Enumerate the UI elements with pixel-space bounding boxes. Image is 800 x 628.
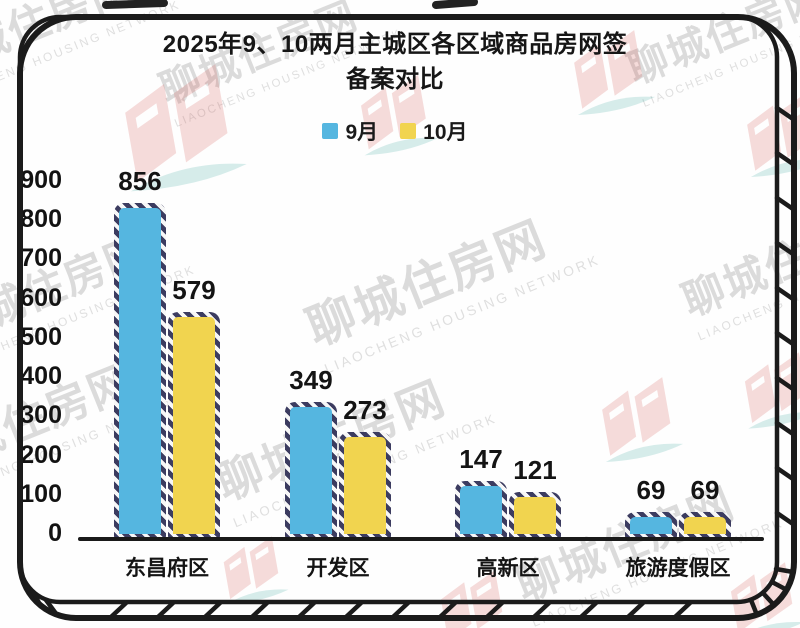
chart-title-line2: 备案对比 bbox=[346, 66, 444, 93]
bar-fill bbox=[119, 208, 161, 534]
bar-fill bbox=[173, 317, 215, 534]
bar-10月-高新区: 121 bbox=[509, 455, 561, 539]
bar-fill bbox=[344, 437, 386, 534]
x-axis-label-东昌府区: 东昌府区 bbox=[125, 557, 209, 580]
bar-9月-旅游度假区: 69 bbox=[625, 475, 677, 539]
bar-fill bbox=[514, 497, 556, 534]
y-tick-800: 800 bbox=[20, 205, 62, 233]
bar-group-东昌府区: 856 579 bbox=[114, 166, 220, 539]
x-axis-label-旅游度假区: 旅游度假区 bbox=[625, 557, 731, 580]
y-tick-600: 600 bbox=[20, 284, 62, 312]
bar-group-旅游度假区: 69 69 bbox=[625, 475, 731, 539]
legend-label: 10月 bbox=[423, 121, 468, 144]
bar-10月-旅游度假区: 69 bbox=[679, 475, 731, 539]
bar-10月-开发区: 273 bbox=[339, 395, 391, 539]
x-axis-label-开发区: 开发区 bbox=[306, 557, 370, 580]
y-axis: 900 800 700 600 500 400 300 200 100 0 bbox=[0, 0, 62, 628]
x-axis-line bbox=[78, 537, 764, 541]
y-tick-700: 700 bbox=[20, 244, 62, 272]
legend-swatch bbox=[400, 123, 417, 139]
legend-item-10月: 10月 bbox=[400, 116, 468, 146]
bar-9月-开发区: 349 bbox=[285, 365, 337, 539]
legend-label: 9月 bbox=[345, 121, 379, 144]
bar-value-label: 121 bbox=[513, 455, 557, 485]
bar-value-label: 147 bbox=[459, 444, 503, 474]
bar-value-label: 273 bbox=[343, 395, 387, 425]
y-tick-300: 300 bbox=[20, 401, 62, 429]
bar-value-label: 69 bbox=[690, 475, 720, 505]
x-axis-label-高新区: 高新区 bbox=[476, 557, 540, 580]
plot-area: 856 579 349 273 147 121 69 69 bbox=[80, 166, 780, 539]
legend: 9月 10月 bbox=[0, 116, 790, 146]
watermark-logo bbox=[212, 533, 296, 620]
bar-fill bbox=[630, 517, 672, 534]
y-tick-0: 0 bbox=[48, 519, 62, 547]
bar-value-label: 349 bbox=[289, 365, 333, 395]
housing-network-logo-icon bbox=[223, 536, 289, 605]
chart-title: 2025年9、10两月主城区各区域商品房网签 备案对比 bbox=[45, 27, 745, 97]
bar-group-高新区: 147 121 bbox=[455, 444, 561, 539]
bar-fill bbox=[460, 486, 502, 534]
bar-group-开发区: 349 273 bbox=[285, 365, 391, 539]
y-tick-100: 100 bbox=[20, 480, 62, 508]
legend-swatch bbox=[322, 123, 339, 139]
bar-fill bbox=[684, 517, 726, 534]
bar-9月-东昌府区: 856 bbox=[114, 166, 166, 539]
legend-item-9月: 9月 bbox=[322, 116, 378, 146]
y-tick-500: 500 bbox=[20, 323, 62, 351]
chart-title-line1: 2025年9、10两月主城区各区域商品房网签 bbox=[162, 31, 628, 58]
bar-value-label: 579 bbox=[172, 275, 216, 305]
bar-10月-东昌府区: 579 bbox=[168, 275, 220, 539]
bar-9月-高新区: 147 bbox=[455, 444, 507, 539]
bar-value-label: 856 bbox=[118, 166, 162, 196]
bar-fill bbox=[290, 407, 332, 534]
y-tick-200: 200 bbox=[20, 441, 62, 469]
bar-value-label: 69 bbox=[636, 475, 666, 505]
y-tick-900: 900 bbox=[20, 166, 62, 194]
y-tick-400: 400 bbox=[20, 362, 62, 390]
